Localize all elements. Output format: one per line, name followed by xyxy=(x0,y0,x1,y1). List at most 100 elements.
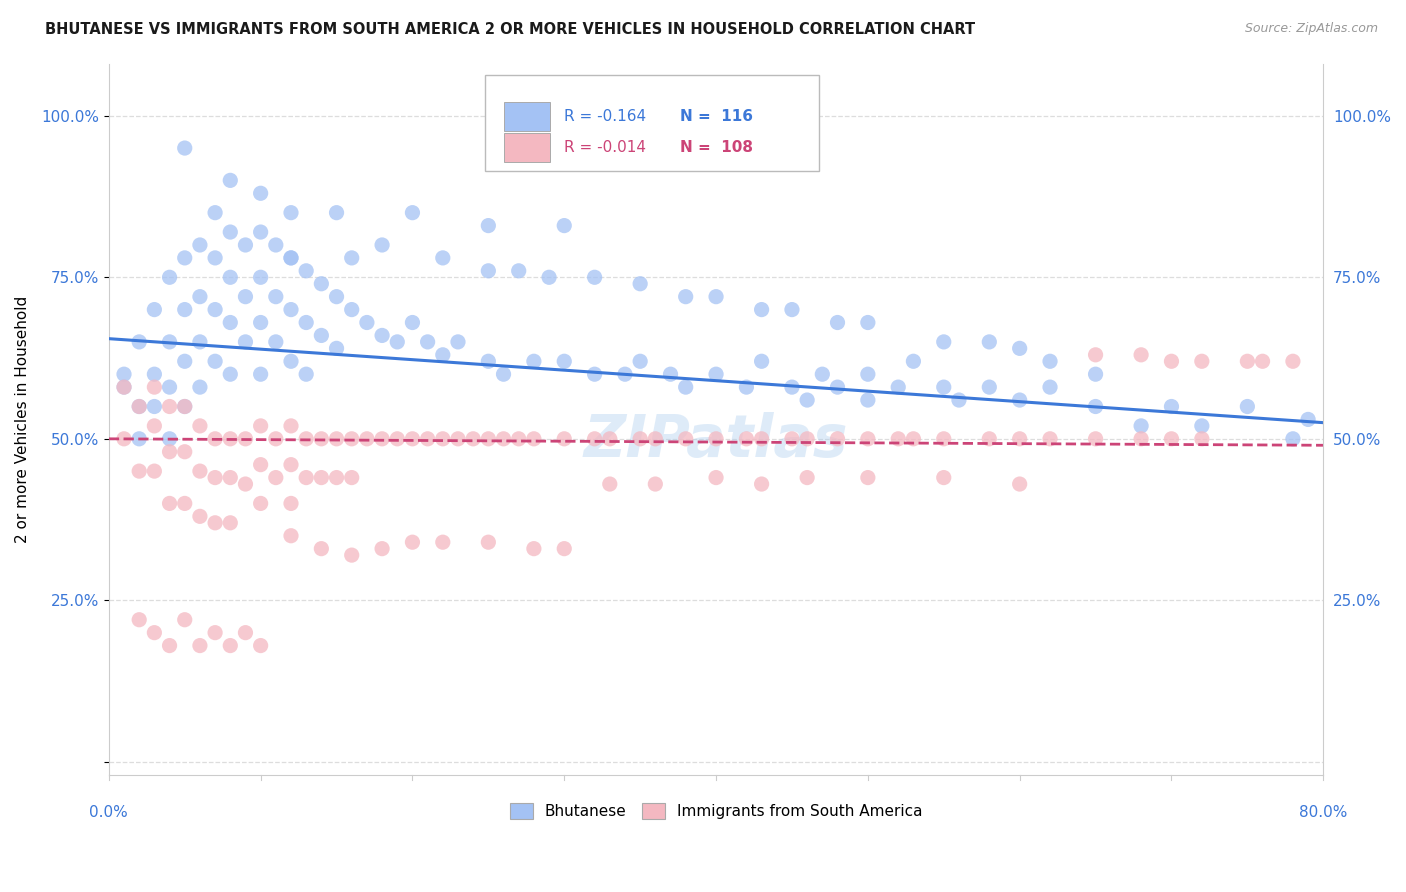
Point xyxy=(1160,354,1182,368)
Point xyxy=(371,541,394,556)
Point xyxy=(644,432,666,446)
Point xyxy=(325,205,347,219)
Point xyxy=(932,432,955,446)
Point xyxy=(128,400,150,414)
Point xyxy=(735,432,758,446)
Point xyxy=(204,251,226,265)
Point xyxy=(173,251,195,265)
Point xyxy=(128,464,150,478)
Point xyxy=(219,173,242,187)
Point xyxy=(887,380,910,394)
Point xyxy=(280,496,302,510)
Point xyxy=(295,470,318,484)
Point xyxy=(159,334,181,349)
Point xyxy=(264,334,287,349)
Point xyxy=(932,380,955,394)
Point xyxy=(235,625,257,640)
Point xyxy=(1191,432,1213,446)
Point xyxy=(432,535,454,549)
Point xyxy=(979,334,1001,349)
Point xyxy=(311,328,333,343)
Legend: Bhutanese, Immigrants from South America: Bhutanese, Immigrants from South America xyxy=(503,797,928,825)
Point xyxy=(401,316,423,330)
Point xyxy=(311,277,333,291)
Point xyxy=(280,458,302,472)
Point xyxy=(1039,354,1062,368)
Point xyxy=(811,368,834,382)
Point xyxy=(188,418,211,433)
Point xyxy=(219,639,242,653)
Text: R = -0.014: R = -0.014 xyxy=(564,140,647,155)
Point xyxy=(432,348,454,362)
Point xyxy=(1130,432,1153,446)
Point xyxy=(173,141,195,155)
Point xyxy=(188,334,211,349)
Point xyxy=(204,432,226,446)
Point xyxy=(1008,477,1031,491)
Point xyxy=(235,477,257,491)
Point xyxy=(751,432,773,446)
Point xyxy=(796,392,818,407)
Point xyxy=(735,380,758,394)
Point xyxy=(280,251,302,265)
Point xyxy=(204,470,226,484)
Point xyxy=(401,205,423,219)
Point xyxy=(295,316,318,330)
Point xyxy=(401,432,423,446)
Point xyxy=(340,251,363,265)
Point xyxy=(159,400,181,414)
Point xyxy=(249,458,271,472)
Point xyxy=(599,432,621,446)
Point xyxy=(583,270,606,285)
Text: 0.0%: 0.0% xyxy=(90,805,128,821)
Point xyxy=(311,470,333,484)
Point xyxy=(644,477,666,491)
Point xyxy=(628,354,651,368)
Point xyxy=(827,432,849,446)
Point xyxy=(827,316,849,330)
Point xyxy=(780,432,803,446)
Text: ZIPatlas: ZIPatlas xyxy=(583,412,848,469)
Point xyxy=(295,432,318,446)
Point xyxy=(628,277,651,291)
Point xyxy=(416,432,439,446)
Point xyxy=(856,368,879,382)
Point xyxy=(159,270,181,285)
Point xyxy=(173,354,195,368)
Point xyxy=(1251,354,1274,368)
FancyBboxPatch shape xyxy=(485,75,820,170)
Point xyxy=(583,368,606,382)
Point xyxy=(599,477,621,491)
Point xyxy=(614,368,637,382)
Point xyxy=(704,290,727,304)
Point xyxy=(173,302,195,317)
Point xyxy=(1039,380,1062,394)
Point xyxy=(553,432,575,446)
Point xyxy=(780,380,803,394)
Text: 80.0%: 80.0% xyxy=(1299,805,1347,821)
Point xyxy=(219,432,242,446)
Point xyxy=(295,368,318,382)
Point xyxy=(553,541,575,556)
Point xyxy=(371,432,394,446)
Point xyxy=(659,368,682,382)
Point xyxy=(249,368,271,382)
Text: N =  116: N = 116 xyxy=(679,109,752,124)
Point xyxy=(249,316,271,330)
Point xyxy=(903,432,925,446)
Point xyxy=(492,432,515,446)
Point xyxy=(553,354,575,368)
Point xyxy=(143,464,166,478)
Point xyxy=(1236,400,1258,414)
Point xyxy=(280,251,302,265)
Point xyxy=(932,334,955,349)
Point xyxy=(235,334,257,349)
Point xyxy=(188,639,211,653)
Point xyxy=(387,334,409,349)
Point xyxy=(280,418,302,433)
Point xyxy=(856,392,879,407)
Point xyxy=(751,354,773,368)
Point xyxy=(159,444,181,458)
Point xyxy=(249,186,271,201)
Point xyxy=(903,354,925,368)
